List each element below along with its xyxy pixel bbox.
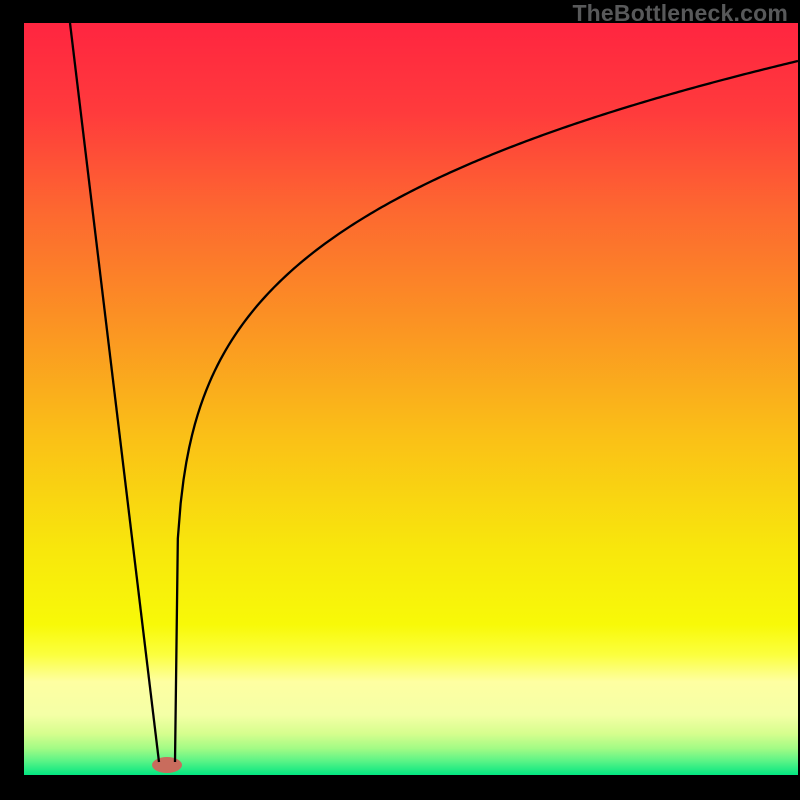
bottleneck-marker (152, 757, 182, 773)
plot-area (24, 23, 798, 775)
watermark-text: TheBottleneck.com (572, 0, 788, 27)
plot-svg (24, 23, 798, 775)
gradient-background (24, 23, 798, 775)
chart-frame: TheBottleneck.com (0, 0, 800, 800)
